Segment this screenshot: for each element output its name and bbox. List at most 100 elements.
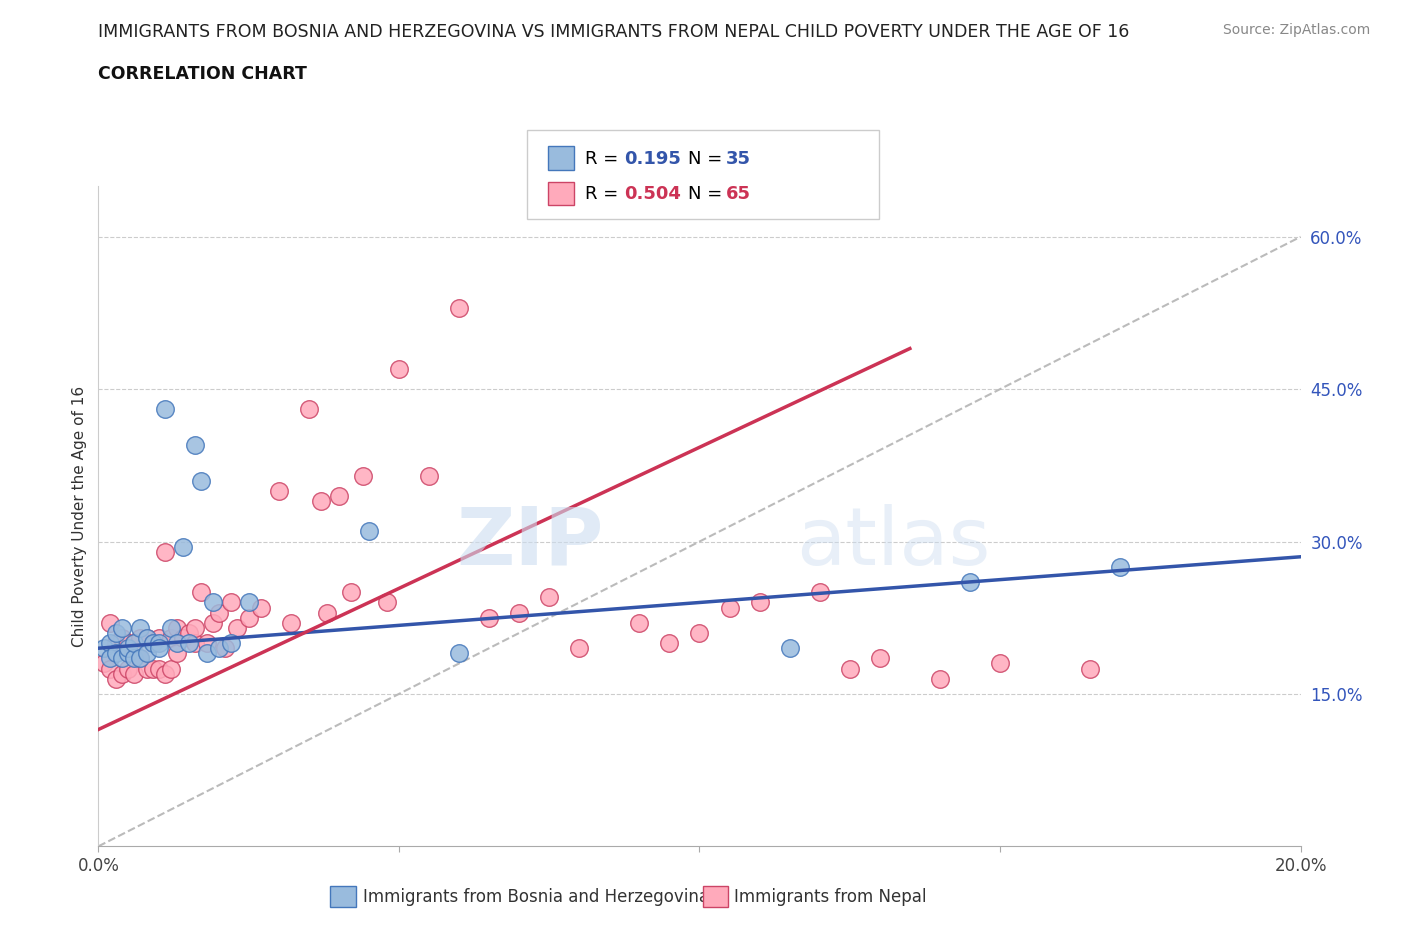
Point (225, 620, 247, 635)
Point (328, 488, 350, 503)
Point (183, 620, 205, 635)
Text: N =: N = (688, 185, 727, 203)
Y-axis label: Child Poverty Under the Age of 16: Child Poverty Under the Age of 16 (72, 386, 87, 646)
Point (172, 631, 194, 645)
Point (124, 636, 146, 651)
Point (352, 468, 374, 483)
Text: R =: R = (585, 150, 624, 167)
Point (689, 626, 711, 641)
Text: N =: N = (688, 150, 727, 167)
Point (628, 616, 651, 631)
Point (100, 636, 122, 651)
Point (111, 631, 134, 645)
Point (568, 641, 591, 656)
Point (478, 610, 501, 625)
Point (105, 626, 128, 641)
Point (105, 636, 128, 651)
Point (148, 636, 170, 651)
Point (100, 616, 122, 631)
Point (129, 631, 152, 645)
Point (838, 661, 860, 676)
Point (100, 651, 122, 666)
Point (959, 575, 981, 590)
Text: 0.195: 0.195 (624, 150, 681, 167)
Point (159, 620, 181, 635)
Point (135, 661, 157, 676)
Text: Source: ZipAtlas.com: Source: ZipAtlas.com (1223, 23, 1371, 37)
Point (183, 636, 205, 651)
Text: CORRELATION CHART: CORRELATION CHART (98, 65, 308, 83)
Point (808, 585, 831, 600)
Text: IMMIGRANTS FROM BOSNIA AND HERZEGOVINA VS IMMIGRANTS FROM NEPAL CHILD POVERTY UN: IMMIGRANTS FROM BOSNIA AND HERZEGOVINA V… (98, 23, 1130, 41)
Text: Immigrants from Bosnia and Herzegovina: Immigrants from Bosnia and Herzegovina (363, 887, 709, 906)
Text: R =: R = (585, 185, 624, 203)
Point (153, 544, 176, 559)
Point (869, 651, 891, 666)
Point (153, 402, 176, 417)
Point (195, 636, 218, 651)
Point (658, 636, 681, 651)
Point (111, 651, 134, 666)
Point (135, 631, 157, 645)
Point (538, 590, 561, 604)
Point (124, 636, 146, 651)
Point (508, 605, 530, 620)
Point (166, 636, 188, 651)
Point (309, 494, 332, 509)
Point (129, 651, 152, 666)
Point (375, 595, 398, 610)
Point (988, 656, 1011, 671)
Point (267, 484, 290, 498)
Point (124, 651, 146, 666)
Point (388, 362, 411, 377)
Point (129, 620, 152, 635)
Point (238, 610, 260, 625)
Point (201, 595, 224, 610)
Point (357, 524, 380, 538)
Point (111, 666, 134, 681)
Point (208, 641, 231, 656)
Point (148, 631, 170, 645)
Point (929, 671, 952, 686)
Text: ZIP: ZIP (456, 503, 603, 581)
Point (141, 636, 163, 651)
Point (166, 645, 188, 660)
Point (166, 620, 188, 635)
Point (418, 468, 440, 483)
Point (177, 636, 200, 651)
Point (159, 631, 181, 645)
Point (135, 631, 157, 645)
Point (1078, 661, 1101, 676)
Point (105, 671, 128, 686)
Point (238, 595, 260, 610)
Point (100, 661, 122, 676)
Point (93, 641, 115, 656)
Point (177, 626, 200, 641)
Point (183, 438, 205, 453)
Point (340, 585, 363, 600)
Point (718, 600, 741, 615)
Point (117, 636, 139, 651)
Point (214, 641, 236, 656)
Point (779, 641, 801, 656)
Point (201, 616, 224, 631)
Point (447, 300, 470, 315)
Point (117, 641, 139, 656)
Point (249, 600, 271, 615)
Point (219, 636, 242, 651)
Point (748, 595, 770, 610)
Point (172, 539, 194, 554)
Point (111, 620, 134, 635)
Text: 65: 65 (725, 185, 751, 203)
Point (208, 605, 231, 620)
Point (280, 616, 302, 631)
Point (190, 473, 212, 488)
Point (219, 595, 242, 610)
Text: atlas: atlas (796, 503, 990, 581)
Point (148, 661, 170, 676)
Point (141, 636, 163, 651)
Point (117, 645, 139, 660)
Point (129, 651, 152, 666)
Point (148, 641, 170, 656)
Point (159, 661, 181, 676)
